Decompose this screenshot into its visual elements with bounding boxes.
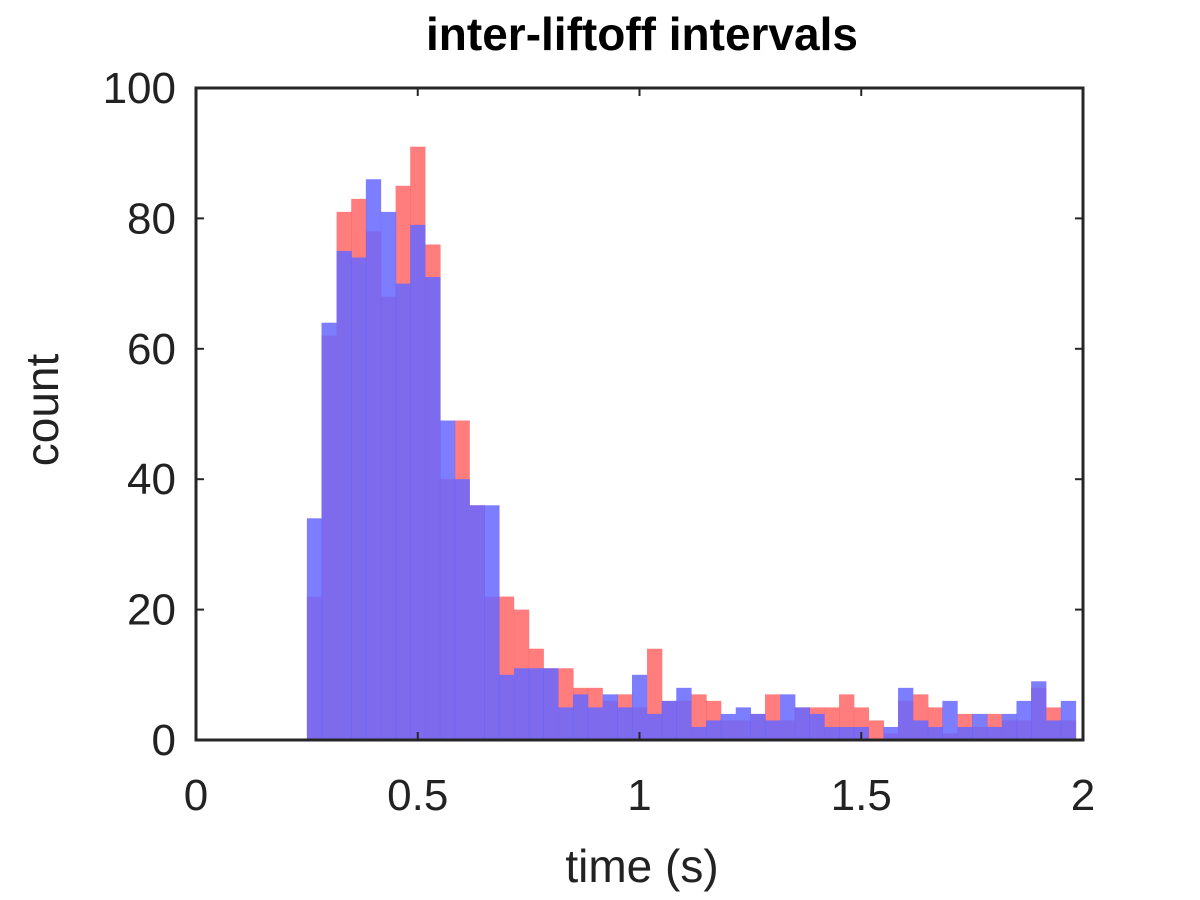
histogram-bar	[780, 694, 796, 740]
histogram-bar	[528, 668, 544, 740]
histogram-bar	[647, 713, 663, 740]
histogram-bar	[336, 251, 352, 740]
histogram-bar	[351, 257, 367, 740]
histogram-bar	[395, 283, 411, 740]
histogram-bar	[602, 694, 618, 740]
histogram-bar	[883, 726, 899, 740]
histogram-bar	[942, 700, 958, 740]
histogram-bar	[927, 726, 944, 740]
y-tick-label: 100	[103, 64, 176, 113]
histogram-bar	[957, 726, 973, 740]
histogram-bar	[631, 674, 648, 740]
histogram-bar	[1046, 720, 1062, 740]
histogram-bar	[425, 277, 441, 740]
x-tick-label: 2	[1071, 771, 1095, 820]
histogram-bar	[986, 726, 1003, 740]
plot-frame	[194, 86, 1085, 742]
histogram-bar	[1016, 700, 1032, 740]
series-2	[306, 179, 1077, 741]
histogram-bar	[1060, 700, 1077, 740]
y-tick-label: 80	[127, 194, 176, 243]
histogram-bar	[794, 707, 810, 740]
histogram-bar	[454, 479, 470, 740]
histogram-bar	[765, 720, 781, 740]
histogram-bar	[558, 707, 574, 740]
x-tick-label: 0.5	[387, 771, 448, 820]
x-tick-label: 1	[627, 771, 651, 820]
histogram-bar	[809, 713, 825, 740]
histogram-bar	[587, 707, 603, 740]
histogram-bar	[306, 518, 323, 740]
histogram-bar	[735, 707, 752, 740]
histogram-bar	[410, 224, 426, 741]
histogram-bar	[513, 668, 530, 740]
histogram-bar	[691, 726, 707, 740]
histogram-bar	[839, 726, 855, 740]
y-tick-label: 40	[127, 455, 176, 504]
x-axis-label: time (s)	[565, 840, 718, 892]
bars-layer	[306, 146, 1077, 741]
histogram-bar	[365, 179, 382, 740]
histogram-bar	[498, 674, 515, 740]
histogram-bar	[380, 211, 397, 740]
x-tick-label: 0	[184, 771, 208, 820]
histogram-bar	[720, 713, 736, 740]
histogram-bar	[676, 687, 692, 740]
histogram-bar	[321, 322, 337, 740]
histogram-bar	[824, 726, 840, 740]
histogram-bar	[913, 720, 929, 740]
y-axis-label: count	[16, 354, 68, 467]
histogram-bar	[706, 720, 722, 740]
y-tick-label: 20	[127, 586, 176, 635]
y-tick-label: 0	[152, 716, 176, 765]
x-tick-label: 1.5	[831, 771, 892, 820]
histogram-bar	[972, 713, 988, 740]
histogram-bar	[898, 687, 914, 740]
histogram-bar	[572, 694, 589, 740]
histogram-bar	[469, 505, 485, 740]
histogram-bar	[439, 420, 456, 740]
histogram-bar	[1001, 713, 1018, 740]
chart-title: inter-liftoff intervals	[426, 8, 858, 60]
histogram-bar	[1031, 681, 1047, 740]
histogram-bar	[661, 700, 677, 740]
histogram-bar	[617, 707, 633, 740]
histogram-bar	[543, 668, 559, 740]
histogram-bar	[484, 505, 500, 740]
y-tick-label: 60	[127, 325, 176, 374]
histogram-bar	[750, 713, 766, 740]
histogram-bar	[868, 720, 885, 740]
